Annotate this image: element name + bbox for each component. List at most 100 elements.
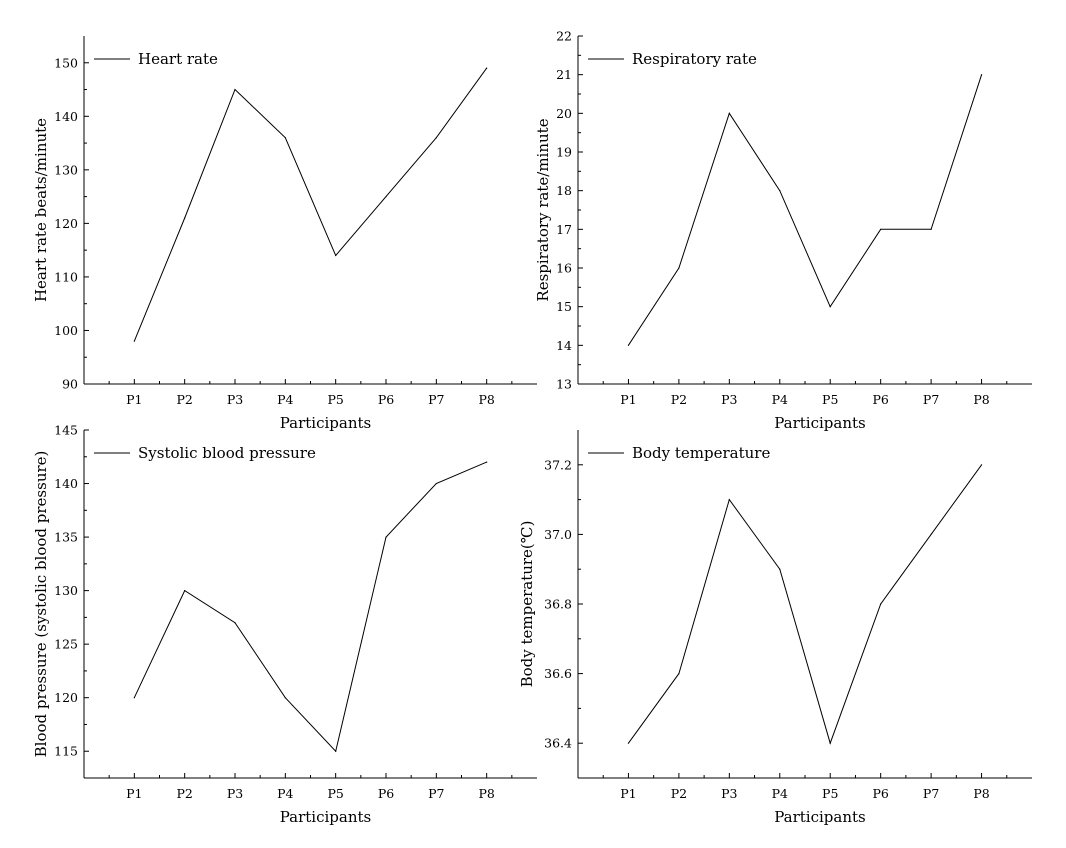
data-point: [627, 742, 630, 744]
y-tick-label: 120: [54, 216, 78, 231]
data-point: [779, 190, 781, 192]
data-point: [728, 112, 730, 114]
x-tick-label: P5: [822, 786, 838, 801]
x-tick-label: P3: [227, 786, 243, 801]
x-tick-label: P1: [620, 392, 636, 407]
x-tick-label: P7: [923, 392, 939, 407]
y-tick-label: 15: [556, 299, 572, 314]
legend-label: Respiratory rate: [632, 50, 757, 68]
data-point: [728, 499, 730, 501]
x-tick-label: P7: [428, 392, 444, 407]
x-tick-label: P8: [478, 786, 494, 801]
chart-4: 36.4 36.6 36.8 37.0 37.2 P1 P2 P3 P4 P5 P6 P7 P8 Body…: [518, 430, 1032, 826]
legend-label: Body temperature: [632, 444, 770, 462]
y-tick-label: 130: [54, 162, 78, 177]
y-tick-label: 135: [54, 530, 78, 545]
data-point: [284, 697, 286, 699]
y-tick-label: 110: [54, 269, 78, 284]
y-tick-label: 22: [556, 29, 572, 44]
y-tick-label: 36.8: [544, 597, 572, 612]
x-tick-label: P3: [721, 786, 737, 801]
data-point: [335, 750, 337, 752]
x-tick-label: P6: [872, 392, 888, 407]
data-point: [980, 74, 983, 76]
data-point: [184, 590, 186, 592]
data-point: [385, 536, 387, 538]
y-tick-label: 37.0: [544, 527, 572, 542]
series-line: [133, 67, 488, 342]
x-axis-title: Participants: [774, 808, 866, 826]
y-tick-label: 145: [54, 423, 78, 438]
chart-2: 13 14 15 16 17 18 19 20 21 22 P1 P2 P3 P4 P5 P6 P7 P8 Resp…: [534, 29, 1032, 432]
y-tick-label: 140: [54, 476, 78, 491]
data-point: [930, 533, 932, 536]
data-point: [880, 603, 882, 605]
data-point: [335, 254, 337, 257]
data-point: [829, 742, 831, 744]
y-tick-label: 90: [62, 377, 78, 392]
y-tick-label: 150: [54, 55, 78, 70]
data-point: [133, 340, 135, 342]
x-tick-label: P1: [620, 786, 636, 801]
x-tick-label: P8: [973, 392, 989, 407]
x-tick-label: P2: [671, 392, 687, 407]
y-tick-label: 36.6: [544, 666, 572, 681]
y-tick-label: 100: [54, 323, 78, 338]
y-tick-label: 140: [54, 109, 78, 124]
chart-3: 115 120 125 130 135 140 145 P1 P2 P3 P4 P5 P6 P7 P8 Sys…: [32, 423, 537, 826]
x-tick-label: P7: [428, 786, 444, 801]
y-tick-label: 17: [556, 222, 572, 237]
data-point: [627, 344, 630, 346]
x-tick-label: P8: [478, 392, 494, 407]
x-tick-label: P1: [126, 786, 142, 801]
x-tick-label: P4: [277, 392, 293, 407]
x-tick-label: P3: [721, 392, 737, 407]
x-tick-label: P4: [772, 392, 788, 407]
series-line: [133, 461, 487, 753]
data-point: [385, 196, 387, 198]
data-point: [133, 697, 135, 699]
data-point: [184, 217, 186, 219]
series-line: [627, 74, 983, 346]
x-tick-label: P7: [923, 786, 939, 801]
data-point: [880, 228, 882, 230]
x-tick-label: P8: [973, 786, 989, 801]
x-tick-label: P6: [378, 392, 394, 407]
data-point: [930, 228, 932, 230]
y-tick-label: 125: [54, 637, 78, 652]
y-axis-title: Respiratory rate/minute: [534, 118, 552, 301]
y-tick-label: 120: [54, 690, 78, 705]
y-tick-label: 115: [54, 744, 78, 759]
y-tick-label: 16: [556, 261, 572, 276]
y-axis-title: Body temperature(℃): [518, 521, 536, 688]
x-tick-label: P4: [772, 786, 788, 801]
data-point: [678, 267, 680, 269]
x-tick-label: P5: [822, 392, 838, 407]
x-tick-label: P1: [126, 392, 142, 407]
data-point: [435, 482, 437, 485]
x-tick-label: P2: [176, 786, 192, 801]
y-tick-label: 21: [556, 67, 572, 82]
series-line: [627, 464, 983, 745]
x-tick-label: P5: [327, 786, 343, 801]
y-tick-label: 18: [556, 183, 572, 198]
y-axis-title: Blood pressure (systolic blood pressure): [32, 451, 50, 758]
y-tick-label: 37.2: [544, 457, 572, 472]
data-point: [829, 306, 831, 308]
x-tick-label: P2: [671, 786, 687, 801]
x-tick-label: P4: [277, 786, 293, 801]
data-point: [435, 137, 437, 139]
data-point: [234, 88, 236, 91]
data-point: [779, 568, 781, 570]
data-point: [678, 673, 680, 675]
x-tick-label: P3: [227, 392, 243, 407]
y-tick-label: 14: [556, 338, 572, 353]
x-tick-label: P6: [872, 786, 888, 801]
data-point: [234, 622, 236, 624]
chart-1: 90 100 110 120 130 140 150 P1 P2 P3 P4 P5 P6 P7 P8 Hear…: [32, 36, 537, 432]
y-tick-label: 20: [556, 106, 572, 121]
x-axis-title: Participants: [280, 808, 372, 826]
x-tick-label: P2: [176, 392, 192, 407]
y-tick-label: 19: [556, 145, 572, 160]
